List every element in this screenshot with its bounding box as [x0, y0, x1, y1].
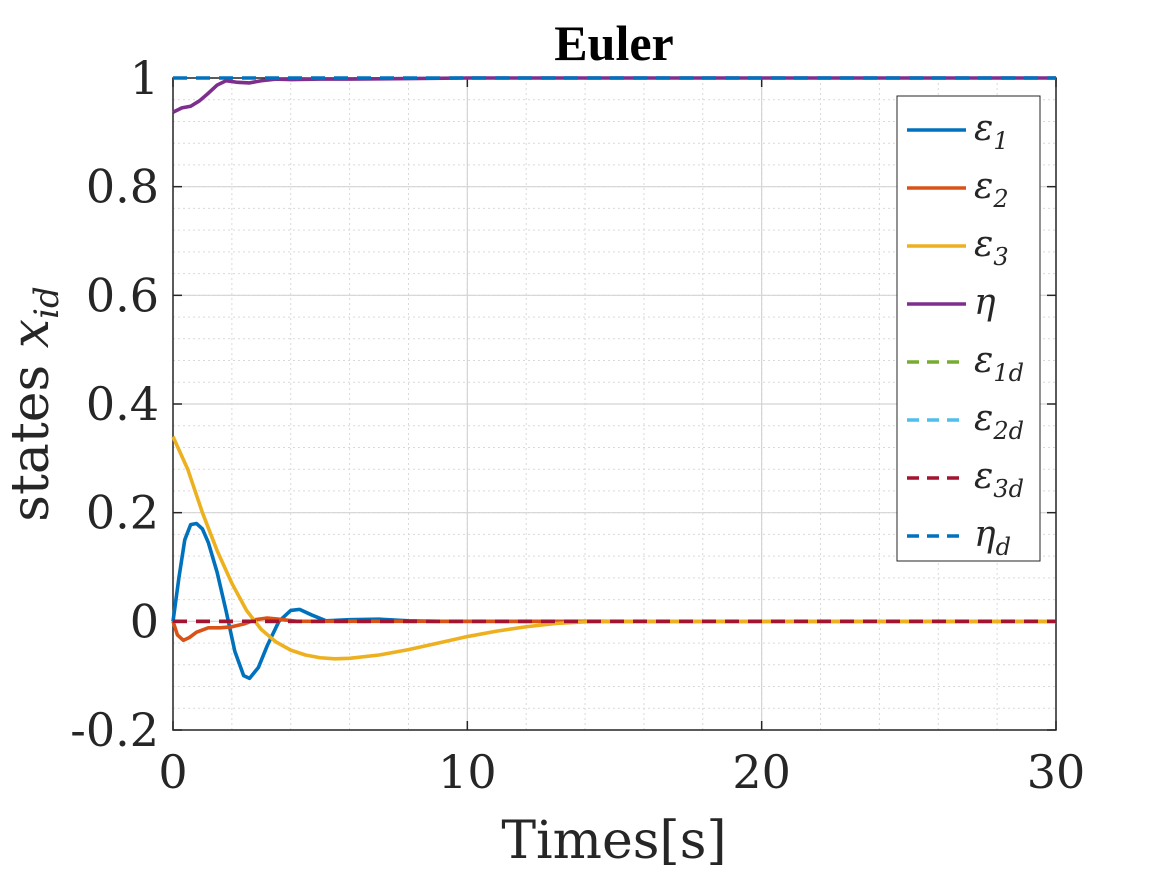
legend: ε1 ε2 ε3 η ε1d ε2d ε3d ηd: [896, 95, 1041, 562]
legend-label: ηd: [974, 514, 1011, 561]
y-tick-label: 0.2: [86, 486, 159, 540]
y-axis-label: states xid: [1, 286, 67, 521]
legend-label: ε1d: [974, 340, 1024, 387]
x-tick-label: 10: [438, 745, 497, 799]
x-tick-label: 0: [158, 745, 187, 799]
y-tick-label: 0: [130, 594, 159, 648]
chart-title: Euler: [554, 15, 673, 71]
series-line-epsilon-3: [171, 435, 1056, 661]
y-tick-label: -0.2: [70, 703, 159, 757]
legend-box: [896, 95, 1041, 562]
legend-label: ε3d: [974, 456, 1024, 503]
y-tick-label: 0.8: [86, 160, 159, 214]
legend-label: ε3: [974, 224, 1009, 271]
axis-ticks: 0 10 20 30-0.200.20.40.60.81: [70, 51, 1085, 799]
y-tick-label: 0.4: [86, 377, 159, 431]
x-tick-label: 20: [732, 745, 791, 799]
y-tick-label: 1: [130, 51, 159, 105]
legend-label: ε1: [974, 108, 1009, 155]
y-tick-label: 0.6: [86, 268, 159, 322]
legend-label: ε2: [974, 166, 1009, 213]
legend-label: ε2d: [974, 398, 1024, 445]
y-axis-label-text: states: [1, 348, 61, 521]
series-lines: [171, 76, 1056, 681]
x-tick-label: 30: [1027, 745, 1086, 799]
legend-label: η: [974, 282, 996, 323]
x-axis-label: Times[s]: [501, 811, 726, 871]
y-axis-label-symbol: x: [1, 319, 61, 348]
y-axis-label-subscript: id: [27, 286, 67, 319]
